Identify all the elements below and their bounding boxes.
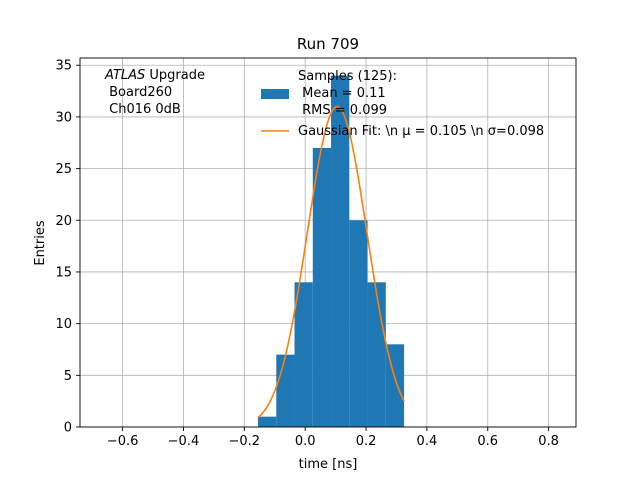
histogram-bar [331,75,350,428]
x-tick-label: 0.6 [477,434,498,449]
y-axis-label: Entries [33,220,48,266]
legend-samples-line-2: Mean = 0.11 [298,86,386,101]
x-axis-ticks: −0.6 −0.4 −0.2 0.0 0.2 0.4 0.6 0.8 [107,427,559,449]
histogram-bar [258,416,277,427]
x-tick-label: 0.0 [295,434,316,449]
legend-samples-line-1: Samples (125): [298,69,397,84]
gaussian-fit-curve [257,105,405,419]
annotation-line-2: Board260 [105,85,172,100]
y-tick-label: 35 [55,59,72,74]
y-tick-label: 25 [55,162,72,177]
y-tick-label: 10 [55,317,72,332]
histogram-bar [312,147,332,427]
histogram-bar [294,282,313,427]
histogram-bar [367,282,386,427]
x-tick-label: −0.4 [168,434,200,449]
legend: Samples (125): Mean = 0.11 RMS = 0.099 G… [261,69,544,139]
annotation-line-3: Ch016 0dB [105,102,181,117]
legend-samples-line-3: RMS = 0.099 [298,103,387,118]
annotation: ATLAS Upgrade Board260 Ch016 0dB [104,68,205,117]
annotation-line-1: ATLAS Upgrade [104,68,205,83]
y-tick-label: 20 [55,214,72,229]
y-tick-label: 0 [64,421,72,436]
x-tick-label: 0.2 [356,434,377,449]
x-axis-label: time [ns] [299,457,358,472]
legend-fit-label: Gaussian Fit: \n μ = 0.105 \n σ=0.098 [298,124,544,139]
x-tick-label: −0.6 [107,434,139,449]
chart-title: Run 709 [297,35,359,53]
x-tick-label: 0.4 [417,434,438,449]
x-tick-label: −0.2 [229,434,261,449]
histogram-bars [258,75,405,428]
y-tick-label: 30 [55,110,72,125]
histogram-bar [349,220,368,427]
y-tick-label: 5 [64,369,72,384]
x-tick-label: 0.8 [538,434,559,449]
plot-frame [79,57,577,428]
histogram-bar [276,354,295,427]
y-tick-label: 15 [55,265,72,280]
y-axis-ticks: 0 5 10 15 20 25 30 35 [55,59,80,436]
legend-samples-swatch [261,89,289,99]
